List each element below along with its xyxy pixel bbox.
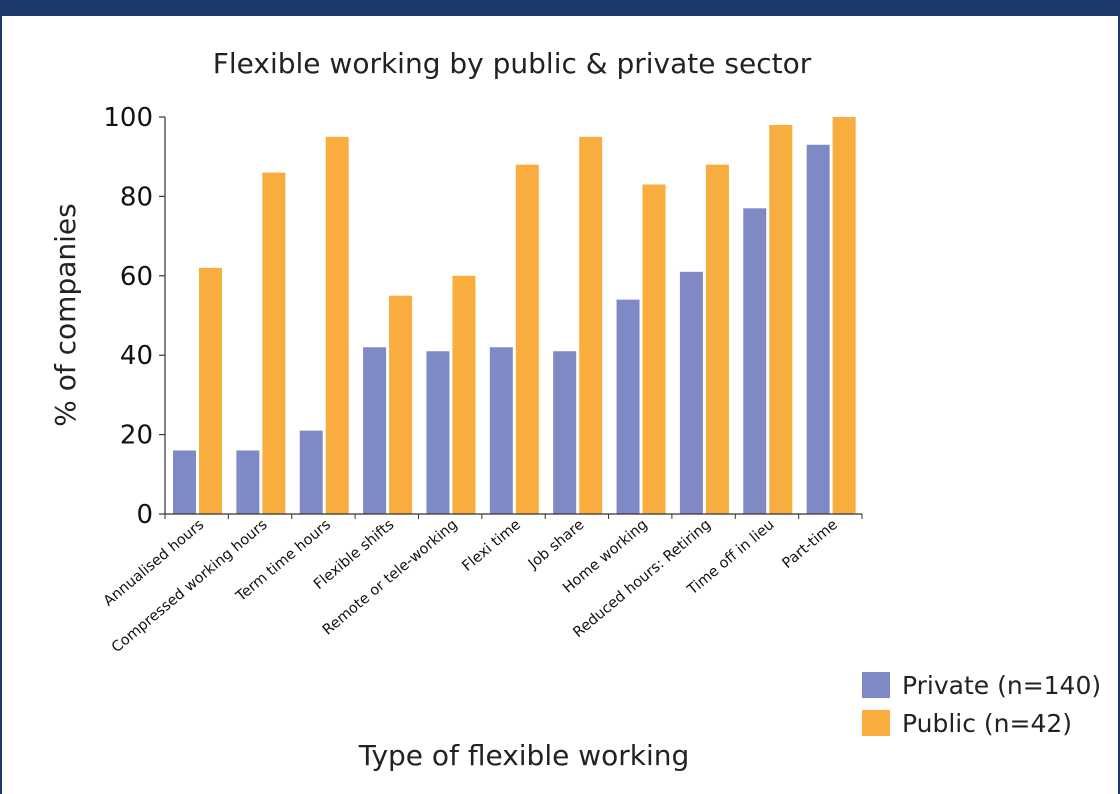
bar-public: [769, 124, 793, 514]
legend: Private (n=140) Public (n=42): [862, 671, 1101, 738]
legend-swatch-public: [862, 710, 890, 736]
legend-swatch-private: [862, 672, 890, 698]
bar-private: [363, 347, 387, 514]
bar-public: [262, 172, 286, 514]
bar-public: [579, 136, 603, 514]
legend-label-public: Public (n=42): [902, 709, 1072, 738]
x-tick-label: Annualised hours: [101, 517, 207, 610]
bar-public: [389, 295, 413, 514]
bar-public: [452, 275, 476, 514]
x-tick-label: Part-time: [780, 517, 841, 572]
bar-private: [616, 299, 640, 514]
y-tick-label: 100: [103, 103, 153, 133]
x-tick-label: Remote or tele-working: [320, 517, 461, 639]
legend-label-private: Private (n=140): [902, 671, 1101, 700]
bar-private: [426, 351, 450, 514]
axes-group: 0 20 40 60 80 100: [103, 103, 863, 530]
bar-public: [642, 184, 666, 515]
y-tick-label: 0: [136, 500, 153, 530]
bar-private: [743, 208, 767, 514]
bar-public: [325, 136, 349, 514]
y-tick-label: 40: [120, 341, 153, 371]
y-tick-label: 80: [120, 182, 153, 212]
bar-public: [705, 164, 729, 514]
bar-public: [832, 117, 856, 514]
bar-private: [299, 430, 323, 514]
bar-private: [173, 450, 196, 514]
bar-private: [679, 271, 703, 514]
y-axis-title: % of companies: [49, 203, 82, 426]
chart-title: Flexible working by public & private sec…: [213, 47, 812, 80]
x-tick-label: Job share: [525, 517, 588, 573]
bar-public: [199, 267, 222, 514]
x-axis-title: Type of flexible working: [358, 739, 690, 772]
y-tick-label: 60: [120, 262, 153, 292]
bar-private: [806, 144, 830, 515]
bar-private: [236, 450, 260, 514]
bar-private: [553, 351, 577, 514]
x-tick-label: Flexi time: [459, 517, 524, 575]
y-tick-label: 20: [120, 421, 153, 451]
bar-public: [515, 164, 539, 514]
bar-private: [489, 347, 513, 514]
